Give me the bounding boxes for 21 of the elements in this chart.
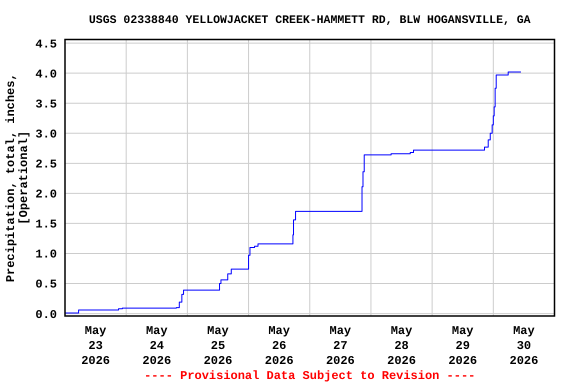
x-tick-label: May 26 2026 bbox=[264, 324, 294, 368]
x-tick-label: May 30 2026 bbox=[510, 324, 538, 368]
x-tick-label: May 29 2026 bbox=[448, 324, 478, 368]
y-tick-label: 1.0 bbox=[35, 248, 57, 262]
x-tick-label: May 24 2026 bbox=[142, 324, 172, 368]
y-tick-label: 0.5 bbox=[35, 278, 57, 292]
y-tick-label: 1.5 bbox=[35, 218, 57, 232]
x-tick-label: May 28 2026 bbox=[387, 324, 416, 368]
y-tick-label: 3.0 bbox=[35, 127, 57, 142]
y-tick-label: 2.5 bbox=[35, 158, 57, 172]
y-axis-title: Precipitation, total, inches, [Operational] bbox=[4, 73, 31, 282]
x-tick-label: May 25 2026 bbox=[204, 324, 232, 368]
y-tick-label: 2.0 bbox=[35, 188, 57, 202]
x-tick-label: May 23 2026 bbox=[81, 324, 110, 368]
text: ---- Provisional Data Subject to Revision ---- bbox=[144, 369, 476, 383]
y-tick-label: 0.0 bbox=[35, 308, 57, 322]
x-tick-label: May 27 2026 bbox=[326, 324, 355, 368]
y-tick-label: 3.5 bbox=[35, 97, 57, 112]
y-tick-label: 4.0 bbox=[35, 67, 57, 82]
y-tick-label: 4.5 bbox=[35, 37, 57, 52]
chart-title: USGS 02338840 YELLOWJACKET CREEK-HAMMETT RD, BLW HOGANSVILLE, GA bbox=[88, 14, 531, 27]
